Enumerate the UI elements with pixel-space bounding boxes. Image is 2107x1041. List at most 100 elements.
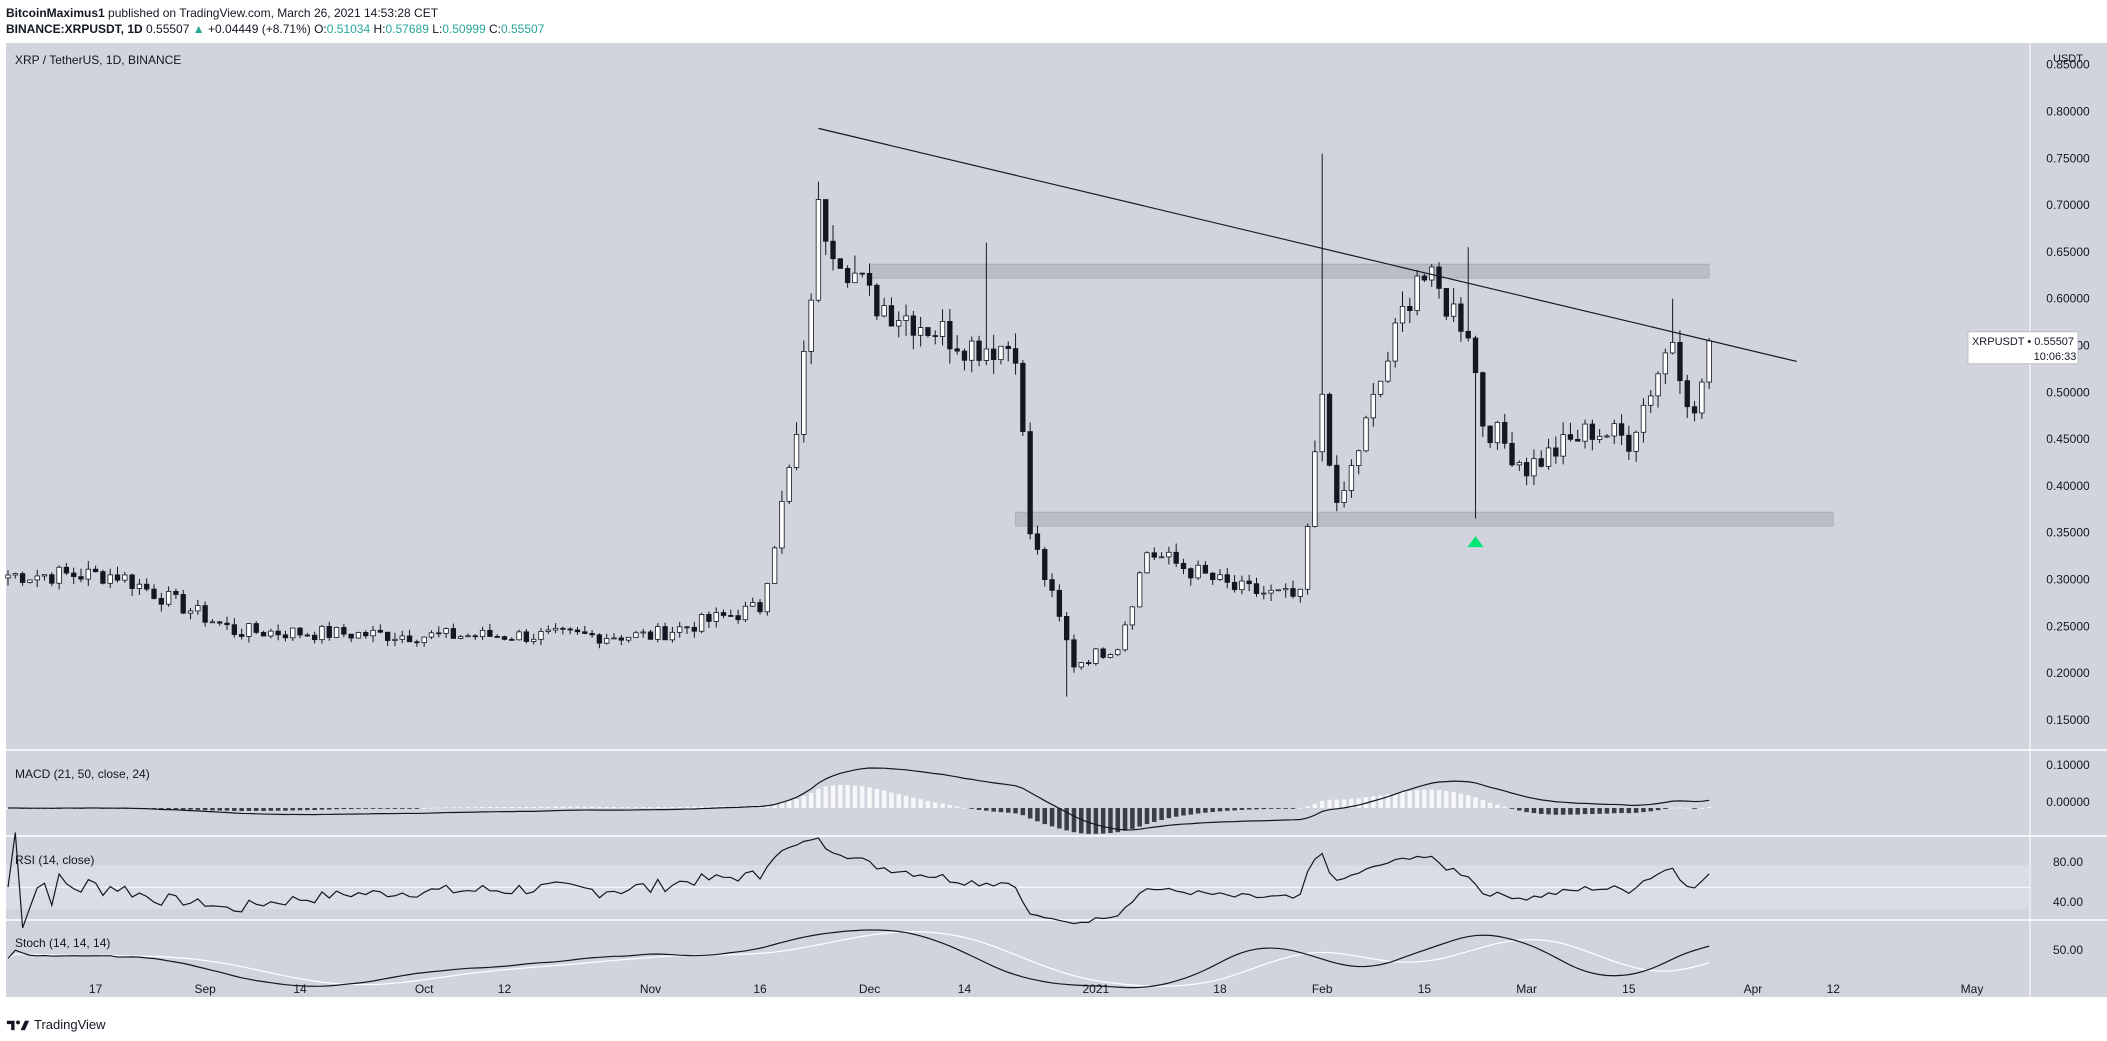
low-label: L:	[432, 22, 443, 36]
macd-histogram-bar	[1100, 808, 1106, 834]
macd-histogram-bar	[473, 807, 478, 808]
high-label: H:	[373, 22, 386, 36]
macd-histogram-bar	[1677, 807, 1683, 809]
macd-histogram-bar	[1487, 802, 1493, 808]
macd-histogram-bar	[356, 808, 361, 809]
candle-body	[728, 615, 734, 617]
candle-body	[1407, 306, 1413, 311]
macd-histogram-bar	[1086, 808, 1091, 834]
candle-body	[472, 635, 478, 638]
candle-body	[560, 627, 566, 630]
candle-body	[801, 351, 807, 435]
macd-histogram-bar	[1465, 795, 1471, 808]
x-tick-label: 2021	[1083, 982, 1110, 996]
macd-histogram-bar	[1429, 789, 1434, 808]
macd-histogram-bar	[246, 808, 252, 811]
candle-body	[589, 633, 595, 636]
footer-brand[interactable]: TradingView	[6, 1017, 106, 1032]
macd-histogram-bar	[465, 807, 471, 808]
macd-histogram-bar	[1137, 808, 1142, 827]
macd-histogram-bar	[173, 808, 179, 810]
macd-histogram-bar	[1553, 808, 1559, 815]
candle-body	[129, 574, 135, 589]
candle-body	[961, 350, 968, 361]
current-price-box	[1967, 331, 2079, 365]
candle-body	[326, 625, 332, 638]
candle-body	[1648, 395, 1654, 406]
candle-body	[735, 615, 741, 621]
candle-body	[1348, 465, 1355, 491]
x-tick-label: 15	[1418, 982, 1432, 996]
candle-body	[917, 327, 924, 336]
macd-histogram-bar	[918, 799, 923, 808]
macd-histogram-bar	[1385, 794, 1391, 808]
descending-trendline	[818, 127, 1797, 363]
macd-histogram-bar	[1013, 808, 1018, 814]
candle-body	[1450, 303, 1457, 317]
indicator-tick-label: 40.00	[2053, 895, 2083, 909]
macd-histogram-bar	[1407, 791, 1413, 808]
candle-body	[596, 634, 603, 644]
macd-histogram-bar	[1451, 791, 1456, 808]
candle-body	[1691, 406, 1698, 414]
macd-histogram-bar	[1641, 808, 1646, 813]
candle-body	[1640, 404, 1647, 433]
candle-body	[1596, 435, 1603, 440]
candle-body	[1326, 393, 1333, 466]
macd-histogram-bar	[1173, 808, 1179, 817]
candle-body	[509, 638, 515, 641]
macd-histogram-bar	[640, 807, 646, 808]
candle-body	[450, 628, 457, 639]
macd-histogram-bar	[947, 805, 953, 808]
author-name[interactable]: BitcoinMaximus1	[6, 6, 105, 20]
candle-body	[311, 634, 318, 641]
macd-histogram-bar	[1079, 808, 1084, 834]
macd-histogram-bar	[1524, 808, 1529, 813]
x-tick-label: Dec	[859, 982, 880, 996]
macd-histogram-bar	[940, 803, 945, 808]
candle-body	[158, 598, 164, 605]
candle-body	[1034, 533, 1041, 550]
candle-body	[49, 574, 55, 584]
candle-body	[34, 575, 40, 581]
candle-body	[983, 348, 990, 361]
candle-body	[844, 268, 851, 284]
macd-histogram-bar	[1217, 808, 1223, 812]
candle-body	[428, 632, 435, 638]
candle-body	[523, 631, 530, 642]
y-tick-label: 0.35000	[2046, 526, 2090, 540]
macd-histogram-bar	[159, 808, 164, 810]
y-tick-label: 0.25000	[2046, 619, 2090, 633]
candle-body	[604, 638, 610, 644]
y-tick-label: 0.50000	[2046, 385, 2090, 399]
candle-body	[1290, 588, 1296, 597]
macd-histogram-bar	[1203, 808, 1208, 813]
candle-body	[1655, 373, 1661, 397]
candle-body	[465, 635, 471, 638]
y-tick-label: 0.30000	[2046, 573, 2090, 587]
candle-body	[1626, 434, 1632, 452]
change-arrow-icon: ▲	[192, 22, 205, 36]
candle-body	[5, 574, 11, 579]
macd-histogram-bar	[1400, 791, 1405, 808]
candle-body	[939, 321, 946, 337]
candle-body	[1144, 552, 1150, 574]
candle-body	[41, 574, 48, 577]
candle-body	[165, 590, 172, 605]
x-tick-label: Mar	[1516, 982, 1537, 996]
candle-body	[1531, 458, 1537, 477]
macd-histogram-bar	[1655, 808, 1661, 811]
price-axis[interactable]	[2030, 43, 2107, 997]
x-tick-label: 14	[293, 982, 307, 996]
candle-body	[1107, 654, 1114, 658]
candle-body	[786, 467, 792, 502]
candle-body	[399, 635, 405, 640]
candle-body	[1480, 372, 1486, 427]
macd-histogram-bar	[1568, 808, 1573, 815]
candle-body	[107, 574, 113, 584]
price-chart[interactable]: XRP / TetherUS, 1D, BINANCE USDT 0.85000…	[0, 0, 2107, 1010]
macd-histogram-bar	[429, 807, 434, 809]
candle-body	[384, 631, 391, 641]
candle-body	[545, 629, 551, 632]
macd-histogram-bar	[765, 805, 770, 808]
